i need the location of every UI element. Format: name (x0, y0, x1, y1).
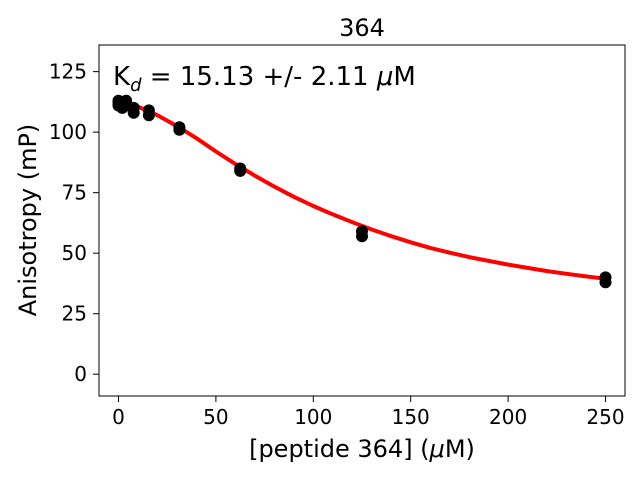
x-tick-label: 200 (489, 405, 527, 429)
data-point (356, 230, 368, 243)
y-tick-label: 100 (49, 120, 87, 144)
data-point (173, 123, 186, 136)
x-tick-label: 50 (203, 405, 228, 429)
data-point (127, 106, 140, 119)
chart-title: 364 (339, 14, 385, 42)
kd-annotation-value: = 15.13 +/- 2.11 (142, 62, 377, 92)
kd-annotation-k: K (113, 62, 131, 92)
fit-line-layer (116, 101, 608, 281)
kd-annotation-subscript: d (130, 75, 142, 96)
y-axis-label: Anisotropy (mP) (14, 124, 42, 317)
x-axis-label-mu: μ (429, 435, 445, 463)
y-tick-label: 125 (49, 60, 87, 84)
x-tick-label: 0 (112, 405, 125, 429)
x-axis-label-suffix: M) (445, 435, 475, 463)
y-tick-label: 0 (74, 362, 87, 386)
data-point (142, 109, 155, 122)
kd-annotation-mu: μ (376, 62, 394, 92)
data-point (599, 276, 612, 289)
x-axis-label-prefix: [peptide 364] ( (249, 435, 429, 463)
kd-annotation: Kd = 15.13 +/- 2.11 μM (113, 62, 416, 96)
x-tick-label: 250 (586, 405, 624, 429)
x-tick-label: 100 (294, 405, 332, 429)
y-tick-label: 25 (62, 302, 87, 326)
x-axis-label: [peptide 364] (μM) (249, 435, 475, 463)
kd-annotation-unit: M (393, 62, 415, 92)
fit-curve (116, 101, 608, 281)
y-tick-label: 50 (62, 241, 87, 265)
data-point (234, 164, 247, 177)
data-points-layer (112, 94, 612, 289)
plot-frame (98, 44, 626, 397)
y-tick-label: 75 (62, 181, 87, 205)
x-axis-ticks: 0 50 100 150 200 250 (112, 396, 625, 429)
y-axis-ticks: 0 25 50 75 100 125 (49, 60, 99, 386)
x-tick-label: 150 (392, 405, 430, 429)
